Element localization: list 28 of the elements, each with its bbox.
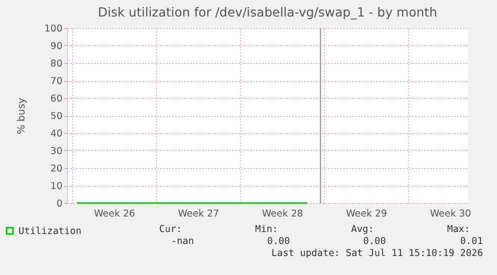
- text: Avg:: [351, 224, 374, 235]
- text: 0.00: [363, 236, 386, 247]
- text: Last update: Sat Jul 11 15:10:19 2026: [271, 248, 483, 259]
- text: Cur:: [159, 224, 182, 235]
- y-tick-label: 30: [50, 146, 62, 157]
- x-tick-label: Week 30: [430, 208, 472, 220]
- text: 0.01: [460, 236, 483, 247]
- legend-label: Utilization: [18, 226, 82, 237]
- y-tick-label: 20: [50, 164, 62, 174]
- y-tick-label: 50: [50, 111, 62, 122]
- y-axis-title: % busy: [16, 98, 28, 134]
- x-tick-label: Week 29: [346, 208, 388, 220]
- text: 0.00: [267, 236, 290, 247]
- y-tick-label: 0: [56, 198, 62, 210]
- y-tick-label: 40: [50, 128, 62, 140]
- y-tick-label: 70: [50, 76, 62, 87]
- text: -nan: [171, 236, 194, 247]
- x-tick-label: Week 27: [178, 208, 220, 220]
- text: Min:: [255, 224, 278, 235]
- chart-title: Disk utilization for /dev/isabella-vg/swap_1 - by month: [98, 4, 438, 20]
- text: Max:: [447, 224, 470, 235]
- y-tick-label: 10: [50, 181, 62, 192]
- y-tick-label: 90: [50, 41, 62, 52]
- y-tick-label: 60: [50, 94, 62, 104]
- y-tick-label: 80: [50, 58, 62, 70]
- x-tick-label: Week 28: [262, 208, 304, 220]
- x-tick-label: Week 26: [94, 208, 136, 220]
- y-tick-label: 100: [44, 24, 62, 34]
